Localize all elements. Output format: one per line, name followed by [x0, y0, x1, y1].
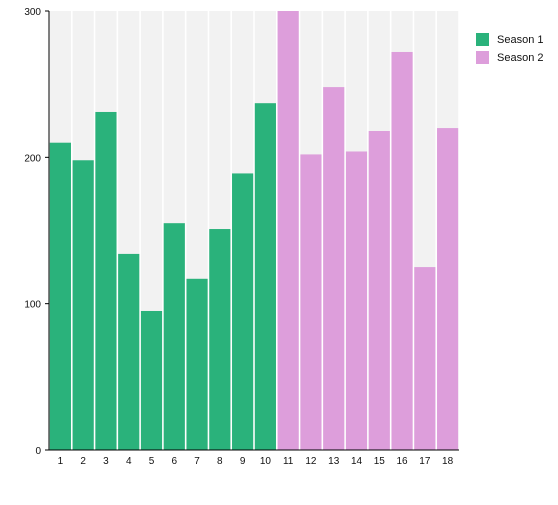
x-tick-label: 3	[103, 456, 109, 467]
bar-season-2-16	[391, 51, 413, 451]
bar-season-2-15	[368, 130, 390, 450]
legend-swatch-1	[476, 33, 489, 46]
bar-season-2-12	[300, 154, 322, 450]
x-tick-label: 18	[442, 456, 454, 467]
bar-season-1-1	[49, 142, 71, 450]
x-tick-label: 2	[80, 456, 86, 467]
y-tick-label: 300	[24, 7, 41, 18]
x-tick-label: 11	[283, 456, 294, 467]
bar-season-2-14	[345, 151, 368, 451]
x-tick-label: 8	[217, 456, 223, 467]
bar-season-1-3	[95, 111, 117, 450]
x-tick-label: 9	[240, 456, 246, 467]
legend: Season 1 Season 2	[476, 33, 543, 64]
bar-season-1-8	[209, 229, 231, 450]
x-tick-label: 5	[149, 456, 155, 467]
bar-season-1-10	[254, 103, 276, 450]
legend-swatch-2	[476, 51, 489, 64]
x-tick-label: 15	[374, 456, 386, 467]
legend-label-2: Season 2	[497, 52, 543, 64]
bar-season-2-11	[277, 11, 299, 450]
x-axis-ticks: 1 2 3 4 5 6 7 8 9 10 11 12 13 14 15 16 17 18	[58, 456, 454, 467]
bar-season-1-6	[163, 223, 185, 450]
x-tick-label: 16	[396, 456, 408, 467]
bar-season-2-18	[437, 128, 459, 451]
bar-season-2-17	[414, 267, 436, 450]
axes	[48, 11, 459, 451]
bar-season-1-5	[140, 310, 163, 450]
y-tick-label: 0	[35, 446, 41, 457]
x-tick-label: 13	[328, 456, 340, 467]
bar-season-1-9	[232, 173, 254, 450]
bar-season-1-7	[186, 278, 208, 450]
x-tick-label: 14	[351, 456, 363, 467]
x-tick-label: 12	[305, 456, 317, 467]
bar-season-1-2	[72, 160, 94, 450]
bar-season-1-4	[118, 253, 140, 450]
x-tick-label: 1	[58, 456, 64, 467]
bar-season-2-13	[323, 87, 345, 451]
x-tick-label: 10	[260, 456, 272, 467]
x-tick-label: 7	[194, 456, 200, 467]
data-bars	[49, 11, 459, 451]
x-tick-label: 6	[171, 456, 177, 467]
y-tick-label: 200	[24, 153, 41, 164]
x-tick-label: 4	[126, 456, 132, 467]
y-tick-label: 100	[24, 300, 41, 311]
legend-label-1: Season 1	[497, 34, 543, 46]
y-axis-ticks: 0 100 200 300	[24, 7, 49, 457]
x-tick-label: 17	[419, 456, 431, 467]
